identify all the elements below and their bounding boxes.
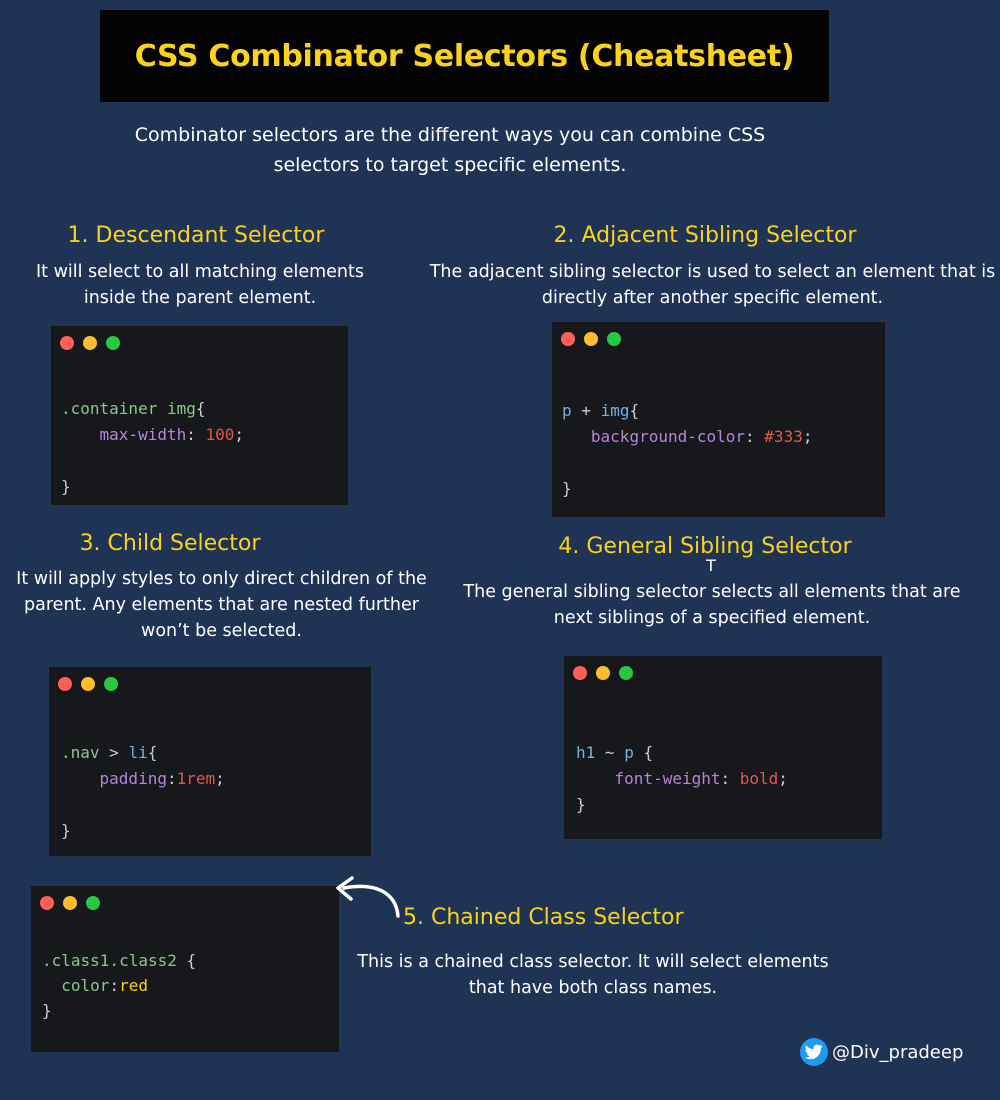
text-cursor-icon: T	[706, 556, 716, 575]
close-dot-icon	[60, 336, 74, 350]
section-3-heading: 3. Child Selector	[79, 531, 261, 556]
section-2-description: The adjacent sibling selector is used to…	[429, 262, 996, 308]
section-5-description: This is a chained class selector. It wil…	[357, 952, 829, 998]
page-title: CSS Combinator Selectors (Cheatsheet)	[134, 38, 795, 74]
close-dot-icon	[561, 332, 575, 346]
code-window-child: .nav > li{ padding:1rem; }	[49, 667, 371, 856]
maximize-dot-icon	[619, 666, 633, 680]
section-1-heading: 1. Descendant Selector	[67, 223, 325, 248]
code-window-general-sibling: h1 ~ p { font-weight: bold; }	[564, 656, 882, 839]
minimize-dot-icon	[83, 336, 97, 350]
code-snippet: p + img{ background-color: #333; }	[562, 401, 813, 498]
minimize-dot-icon	[596, 666, 610, 680]
maximize-dot-icon	[607, 332, 621, 346]
minimize-dot-icon	[584, 332, 598, 346]
curved-arrow-icon	[336, 876, 400, 918]
close-dot-icon	[40, 896, 54, 910]
code-window-chained: .class1.class2 { color:red }	[31, 886, 339, 1052]
window-controls	[573, 666, 633, 680]
window-controls	[561, 332, 621, 346]
section-4-heading: 4. General Sibling Selector	[558, 534, 852, 559]
maximize-dot-icon	[104, 677, 118, 691]
close-dot-icon	[573, 666, 587, 680]
section-5-heading: 5. Chained Class Selector	[403, 905, 684, 930]
author-handle: @Div_pradeep	[832, 1041, 964, 1063]
close-dot-icon	[58, 677, 72, 691]
minimize-dot-icon	[81, 677, 95, 691]
section-3-description: It will apply styles to only direct chil…	[16, 569, 427, 641]
minimize-dot-icon	[63, 896, 77, 910]
maximize-dot-icon	[106, 336, 120, 350]
twitter-bird-icon	[800, 1038, 828, 1066]
window-controls	[58, 677, 118, 691]
code-snippet: .class1.class2 { color:red }	[42, 951, 197, 1020]
section-2-heading: 2. Adjacent Sibling Selector	[553, 223, 857, 248]
code-snippet: h1 ~ p { font-weight: bold; }	[576, 743, 788, 814]
section-1-description: It will select to all matching elements …	[36, 262, 364, 308]
section-4-description: The general sibling selector selects all…	[463, 582, 961, 628]
window-controls	[40, 896, 100, 910]
code-snippet: .container img{ max-width: 100; }	[61, 399, 245, 496]
maximize-dot-icon	[86, 896, 100, 910]
title-banner: CSS Combinator Selectors (Cheatsheet)	[100, 10, 829, 102]
window-controls	[60, 336, 120, 350]
intro-text: Combinator selectors are the different w…	[134, 124, 766, 176]
code-window-descendant: .container img{ max-width: 100; }	[51, 326, 348, 505]
code-window-adjacent: p + img{ background-color: #333; }	[552, 322, 885, 517]
author-credit: @Div_pradeep	[800, 1038, 963, 1066]
code-snippet: .nav > li{ padding:1rem; }	[61, 743, 225, 840]
